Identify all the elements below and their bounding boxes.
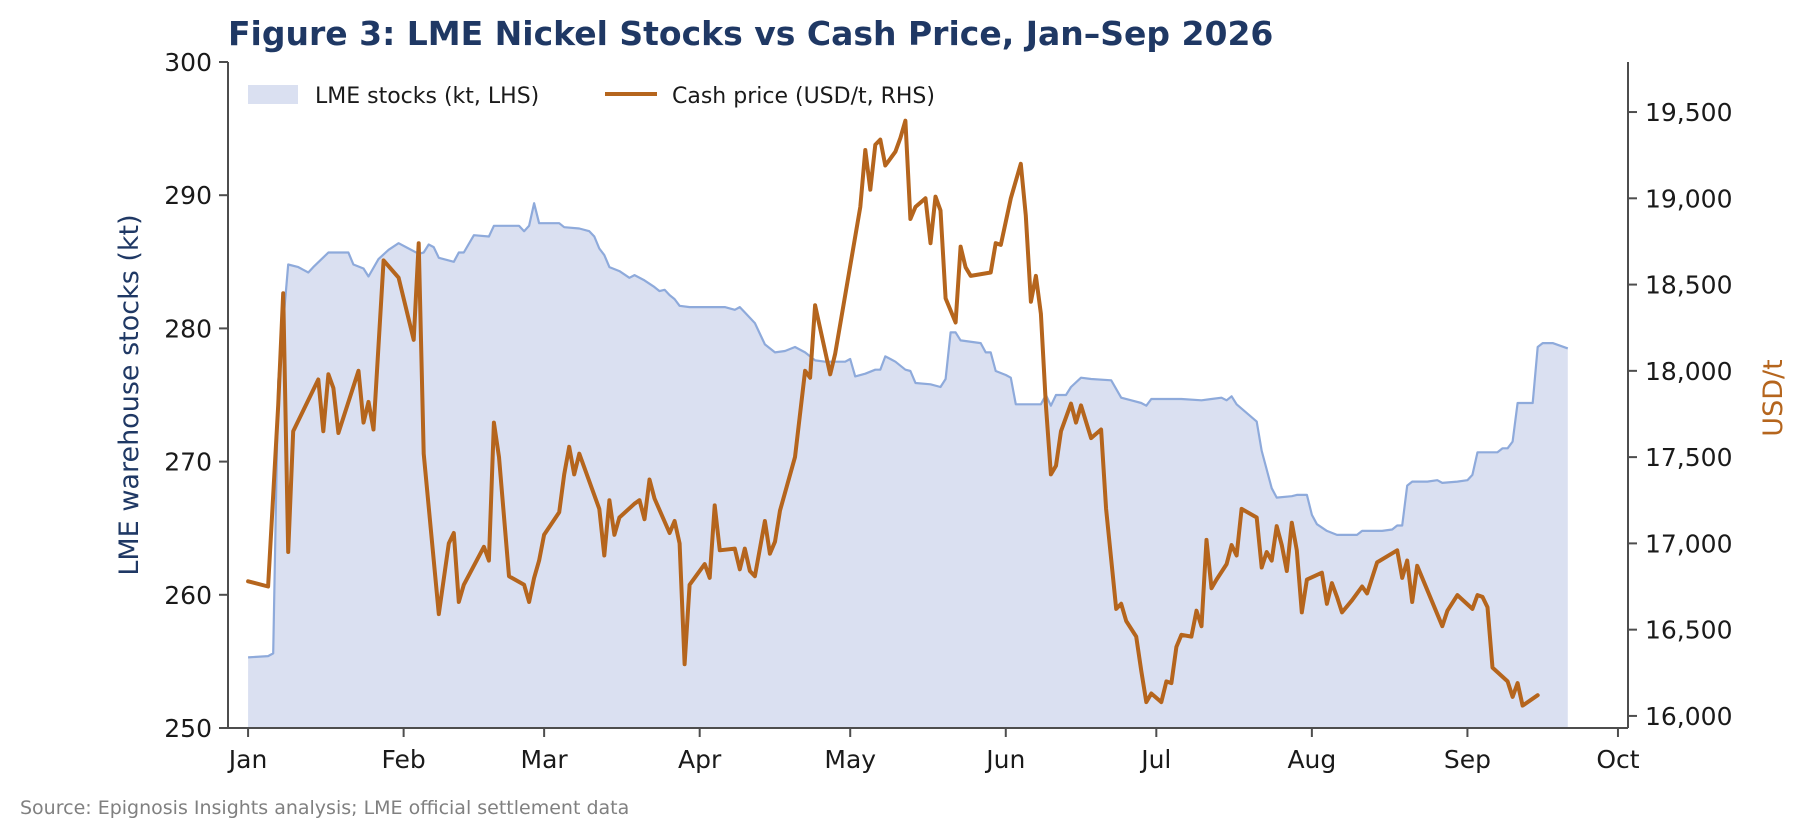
- right-y-tick-label: 19,000: [1645, 184, 1732, 213]
- price-line-layer: [246, 118, 1540, 708]
- right-y-tick-label: 16,500: [1645, 616, 1732, 645]
- x-tick-label: Feb: [381, 745, 425, 774]
- stocks-area-outline: [248, 202, 1569, 659]
- left-y-tick-label: 270: [164, 448, 212, 477]
- right-y-tick-label: 17,500: [1645, 443, 1732, 472]
- right-y-axis-label: USD/t: [1758, 359, 1789, 436]
- left-y-tick-label: 260: [164, 581, 212, 610]
- price-line: [246, 118, 1540, 708]
- left-y-tick-label: 290: [164, 181, 212, 210]
- stocks-area-layer: [248, 202, 1569, 728]
- legend-swatch-stocks: [248, 85, 298, 104]
- x-tick-label: Jan: [227, 745, 268, 774]
- right-y-tick-label: 16,000: [1645, 702, 1732, 731]
- x-axis-ticks: Jan Feb Mar Apr May Jun Jul Aug Sep Oct: [227, 728, 1640, 774]
- right-y-axis-ticks: 16,000 16,500 17,000 17,500 18,000 18,500 19,0…: [1628, 98, 1732, 731]
- x-tick-label: Oct: [1596, 745, 1639, 774]
- x-tick-label: Apr: [678, 745, 722, 774]
- x-tick-label: Jul: [1139, 745, 1171, 774]
- x-tick-label: Mar: [521, 745, 569, 774]
- source-note: Source: Epignosis Insights analysis; LME…: [20, 797, 629, 819]
- x-tick-label: May: [824, 745, 876, 774]
- left-y-tick-label: 300: [164, 48, 212, 77]
- left-y-axis-ticks: 250 260 270 280 290 300: [164, 48, 228, 743]
- x-tick-label: Jun: [984, 745, 1025, 774]
- x-tick-label: Sep: [1444, 745, 1491, 774]
- x-tick-label: Aug: [1287, 745, 1336, 774]
- legend-label-price: Cash price (USD/t, RHS): [672, 84, 935, 109]
- legend-label-stocks: LME stocks (kt, LHS): [315, 84, 539, 109]
- legend: LME stocks (kt, LHS) Cash price (USD/t, …: [248, 84, 935, 109]
- right-y-tick-label: 18,500: [1645, 271, 1732, 300]
- stocks-area-fill: [248, 203, 1568, 728]
- right-y-tick-label: 18,000: [1645, 357, 1732, 386]
- right-y-tick-label: 17,000: [1645, 529, 1732, 558]
- left-y-tick-label: 250: [164, 714, 212, 743]
- left-y-tick-label: 280: [164, 314, 212, 343]
- left-y-axis-label: LME warehouse stocks (kt): [114, 214, 145, 575]
- right-y-tick-label: 19,500: [1645, 98, 1732, 127]
- chart-title: Figure 3: LME Nickel Stocks vs Cash Pric…: [228, 14, 1273, 53]
